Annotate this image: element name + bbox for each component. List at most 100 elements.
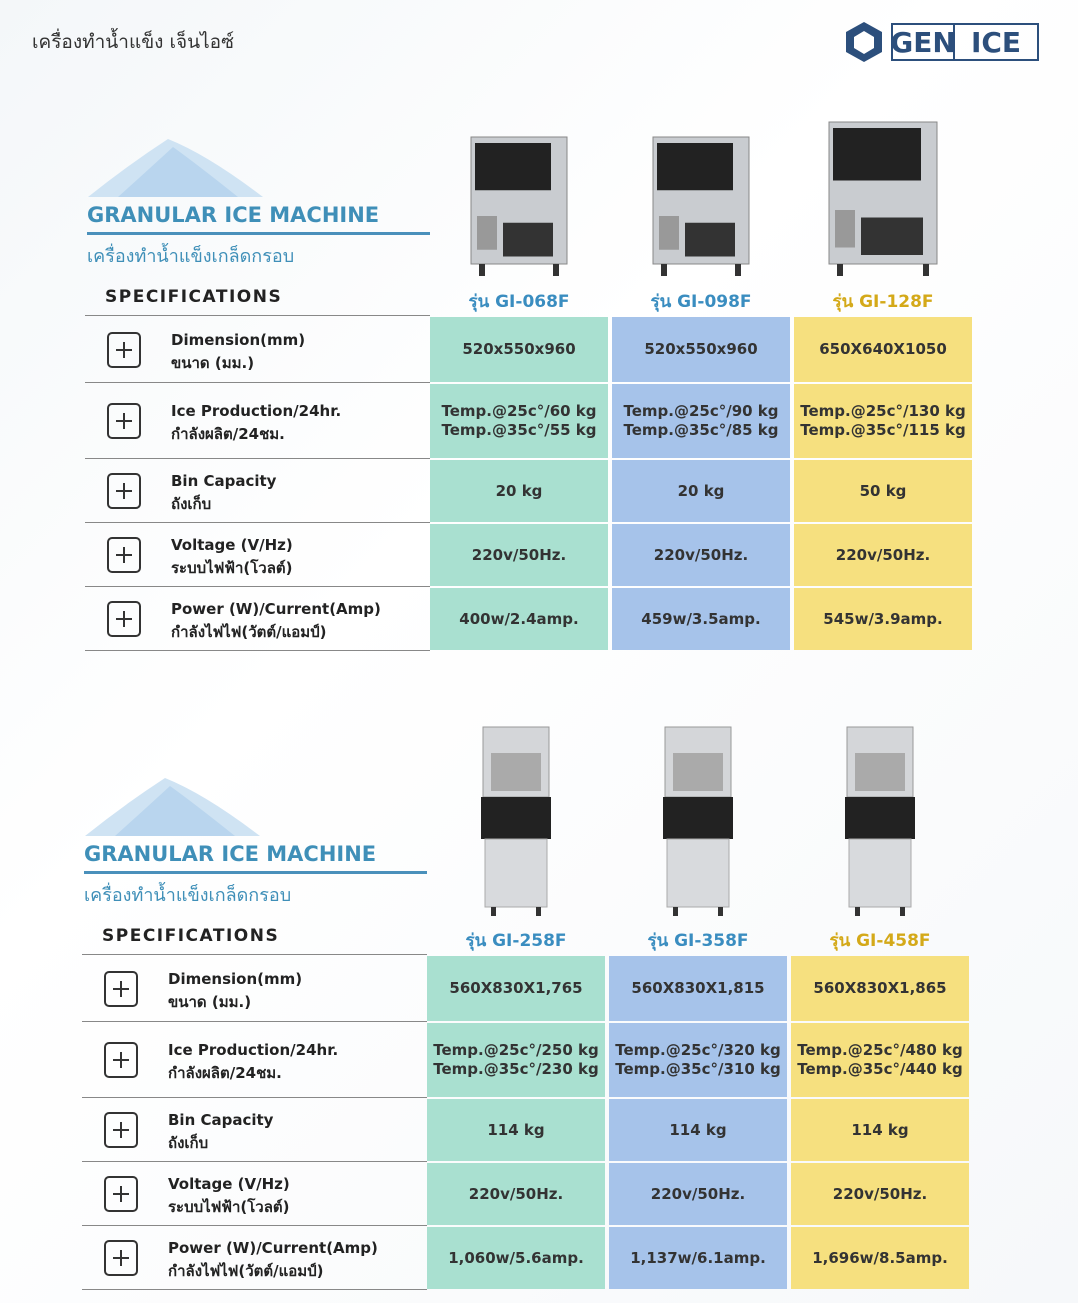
ice-image	[88, 139, 263, 197]
spec-value: 114 kg	[851, 1120, 909, 1139]
spec-value: Temp.@35c°/230 kg	[433, 1060, 599, 1078]
model-name: รุ่น GI-128F	[832, 292, 934, 312]
spec-cell: 220v/50Hz.	[427, 1163, 605, 1225]
rule	[82, 1161, 427, 1162]
spec-cell: Temp.@25c°/130 kg Temp.@35c°/115 kg	[794, 384, 972, 458]
section-title: GRANULAR ICE MACHINE	[84, 842, 377, 866]
rule	[85, 650, 430, 651]
spec-value: 560X830X1,865	[813, 979, 947, 997]
ice-image	[85, 778, 260, 836]
spec-value: 220v/50Hz.	[832, 1184, 928, 1203]
rule	[85, 382, 430, 383]
spec-value: Temp.@25c°/130 kg	[800, 402, 966, 420]
model-name: รุ่น GI-098F	[650, 292, 752, 312]
rule	[82, 1097, 427, 1098]
product-image	[470, 136, 568, 276]
row-label-th: ถังเก็บ	[168, 1134, 209, 1152]
row-icon	[104, 1240, 138, 1276]
spec-cell: 220v/50Hz.	[791, 1163, 969, 1225]
row-label-th: กำลังผลิต/24ชม.	[168, 1064, 282, 1082]
spec-value: 520x550x960	[462, 340, 576, 358]
rule	[85, 315, 430, 316]
spec-value: 560X830X1,815	[631, 979, 765, 997]
row-label-th: ระบบไฟฟ้า(โวลต์)	[168, 1198, 290, 1216]
product-image	[663, 726, 733, 916]
spec-value: 650X640X1050	[819, 340, 947, 358]
spec-value: 545w/3.9amp.	[823, 609, 943, 628]
divider	[87, 232, 430, 235]
row-icon	[107, 403, 141, 439]
spec-cell: 560X830X1,815	[609, 956, 787, 1021]
spec-value: 220v/50Hz.	[650, 1184, 746, 1203]
spec-cell: 560X830X1,765	[427, 956, 605, 1021]
row-icon	[107, 473, 141, 509]
row-label-th: ถังเก็บ	[171, 495, 212, 513]
spec-value: Temp.@35c°/85 kg	[623, 421, 779, 439]
spec-cell: 50 kg	[794, 460, 972, 522]
spec-cell: Temp.@25c°/480 kg Temp.@35c°/440 kg	[791, 1023, 969, 1097]
spec-value: Temp.@35c°/310 kg	[615, 1060, 781, 1078]
model-name: รุ่น GI-358F	[647, 931, 749, 951]
section-title: GRANULAR ICE MACHINE	[87, 203, 380, 227]
logo-text: ICE	[971, 26, 1021, 59]
spec-value: Temp.@25c°/90 kg	[623, 402, 779, 420]
spec-cell: 545w/3.9amp.	[794, 588, 972, 650]
spec-value: 114 kg	[487, 1120, 545, 1139]
model-name: รุ่น GI-458F	[829, 931, 931, 951]
spec-value: 220v/50Hz.	[471, 545, 567, 564]
spec-value: Temp.@35c°/440 kg	[797, 1060, 963, 1078]
row-label-en: Voltage (V/Hz)	[171, 536, 293, 554]
divider	[84, 871, 427, 874]
spec-cell: 114 kg	[609, 1099, 787, 1161]
spec-value: 459w/3.5amp.	[641, 609, 761, 628]
spec-cell: 20 kg	[430, 460, 608, 522]
spec-value: Temp.@25c°/60 kg	[441, 402, 597, 420]
model-name: รุ่น GI-068F	[468, 292, 570, 312]
spec-value: 560X830X1,765	[449, 979, 583, 997]
spec-value: 220v/50Hz.	[468, 1184, 564, 1203]
spec-value: Temp.@25c°/320 kg	[615, 1041, 781, 1059]
product-image	[481, 726, 551, 916]
spec-cell: 520x550x960	[612, 317, 790, 382]
row-label-en: Voltage (V/Hz)	[168, 1175, 290, 1193]
page-title: เครื่องทำน้ำแข็ง เจ็นไอซ์	[32, 31, 234, 53]
spec-cell: 220v/50Hz.	[612, 524, 790, 586]
spec-cell: 1,696w/8.5amp.	[791, 1227, 969, 1289]
spec-value: Temp.@35c°/115 kg	[800, 421, 966, 439]
spec-cell: 20 kg	[612, 460, 790, 522]
row-label-th: ระบบไฟฟ้า(โวลต์)	[171, 559, 293, 577]
spec-value: 220v/50Hz.	[835, 545, 931, 564]
section-subtitle: เครื่องทำน้ำแข็งเกล็ดกรอบ	[84, 885, 292, 906]
spec-cell: 220v/50Hz.	[794, 524, 972, 586]
row-icon	[104, 1112, 138, 1148]
spec-value: Temp.@35c°/55 kg	[441, 421, 597, 439]
rule	[85, 458, 430, 459]
row-label-th: ขนาด (มม.)	[171, 353, 255, 372]
product-image	[652, 136, 750, 276]
row-label-en: Bin Capacity	[171, 472, 277, 490]
spec-value: 400w/2.4amp.	[459, 609, 579, 628]
row-icon	[104, 970, 138, 1007]
row-label-en: Dimension(mm)	[171, 330, 306, 349]
logo: GEN ICE	[846, 22, 1039, 62]
spec-value: 114 kg	[669, 1120, 727, 1139]
spec-value: Temp.@25c°/480 kg	[797, 1041, 963, 1059]
spec-cell: 220v/50Hz.	[609, 1163, 787, 1225]
row-label-en: Bin Capacity	[168, 1111, 274, 1129]
row-label-en: Power (W)/Current(Amp)	[168, 1239, 378, 1257]
model-name: รุ่น GI-258F	[465, 931, 567, 951]
spec-value: 20 kg	[677, 481, 725, 500]
spec-cell: 1,137w/6.1amp.	[609, 1227, 787, 1289]
row-icon	[107, 601, 141, 637]
row-label-en: Ice Production/24hr.	[171, 402, 342, 420]
rule	[82, 1289, 427, 1290]
spec-cell: 1,060w/5.6amp.	[427, 1227, 605, 1289]
spec-cell: 114 kg	[791, 1099, 969, 1161]
row-icon	[104, 1176, 138, 1212]
spec-cell: 114 kg	[427, 1099, 605, 1161]
product-image	[845, 726, 915, 916]
spec-value: 50 kg	[859, 481, 907, 500]
rule	[82, 1021, 427, 1022]
rule	[85, 586, 430, 587]
row-label-th: กำลังผลิต/24ชม.	[171, 425, 285, 443]
